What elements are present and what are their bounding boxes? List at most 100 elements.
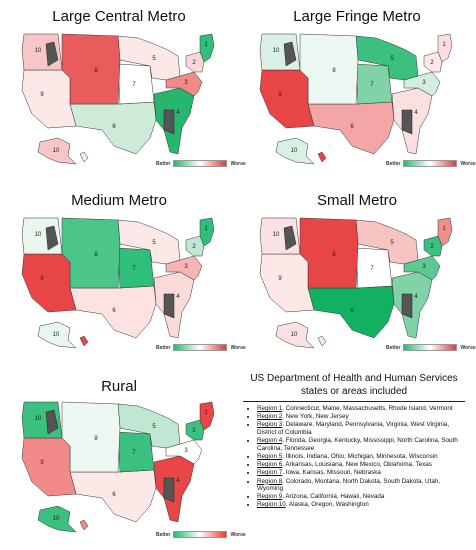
region-5-shape (355, 219, 419, 265)
region-3-label: 3 (184, 448, 188, 454)
map-legend: Better Worse (156, 344, 246, 351)
region-9-hawaii-shape (79, 519, 89, 531)
region-5-label: 5 (152, 56, 156, 62)
region-4-label: 4 (414, 294, 418, 300)
map-title: Large Central Metro (52, 8, 186, 25)
region-9-shape (21, 253, 77, 313)
excluded-state-shape (283, 41, 297, 67)
region-7-shape (117, 431, 155, 473)
legend-better-label: Better (156, 531, 171, 538)
region-10-alaska-label: 10 (291, 148, 298, 154)
excluded-state-shape (401, 109, 413, 135)
region-9-hawaii-shape (317, 335, 327, 347)
region-10-label: 10 (35, 232, 42, 238)
region-9-hawaii-shape (79, 335, 89, 347)
region-10-alaska-shape (37, 505, 77, 533)
region-name: Region 7 (257, 469, 283, 477)
region-6-label: 6 (350, 124, 354, 130)
legend-worse-label: Worse (460, 344, 476, 351)
region-list-item: Region 9. Arizona, California, Hawaii, N… (257, 493, 465, 501)
region-2-shape (185, 235, 205, 257)
legend-color-scale (173, 160, 228, 167)
region-states: . Connecticut, Maine, Massachusetts, Rho… (282, 405, 453, 412)
region-2-shape (423, 51, 443, 73)
region-9-shape (21, 437, 77, 497)
region-7-shape (355, 247, 393, 289)
region-list-item: Region 2. New York, New Jersey (257, 413, 465, 421)
legend-better-label: Better (156, 160, 171, 167)
region-9-shape (21, 69, 77, 129)
region-4-label: 4 (176, 478, 180, 484)
region-7-label: 7 (370, 266, 374, 272)
excluded-state-shape (45, 409, 59, 435)
region-2-shape (423, 235, 443, 257)
region-list: Region 1. Connecticut, Maine, Massachuse… (243, 405, 465, 509)
region-5-shape (117, 35, 181, 81)
legend-better-label: Better (386, 344, 401, 351)
region-list-item: Region 4. Florida, Georgia, Kentucky, Mi… (257, 437, 465, 452)
info-title: US Department of Health and Human Servic… (250, 373, 458, 397)
region-5-label: 5 (390, 56, 394, 62)
excluded-state-shape (45, 41, 59, 67)
region-list-item: Region 10. Alaska, Oregon, Washington (257, 501, 465, 509)
region-list-item: Region 5. Illinois, Indiana, Ohio, Michi… (257, 453, 465, 461)
region-7-shape (117, 63, 155, 105)
region-10-alaska-label: 10 (53, 148, 60, 154)
region-8-shape (299, 217, 359, 289)
legend-color-scale (403, 344, 458, 351)
map-panel-small-metro: Small Metro 1 2 3 4 5 6 7 8 9 10 10 Better Worse (244, 190, 476, 360)
region-8-shape (61, 217, 121, 289)
region-6-label: 6 (350, 308, 354, 314)
us-region-map: 1 2 3 4 5 6 7 8 9 10 10 (21, 33, 215, 165)
region-8-label: 8 (332, 252, 336, 258)
us-region-map: 1 2 3 4 5 6 7 8 9 10 10 (259, 217, 453, 349)
region-states: . Delaware, Maryland, Pennsylvania, Virg… (257, 421, 450, 436)
excluded-state-shape (163, 477, 175, 503)
region-4-label: 4 (176, 110, 180, 116)
legend-worse-label: Worse (230, 531, 246, 538)
region-list-item: Region 6. Arkansas, Louisiana, New Mexic… (257, 461, 465, 469)
us-region-map: 1 2 3 4 5 6 7 8 9 10 10 (21, 217, 215, 349)
legend-better-label: Better (386, 160, 401, 167)
region-states: . Arizona, California, Hawaii, Nevada (282, 493, 385, 501)
region-2-shape (185, 419, 205, 441)
region-states: . New York, New Jersey (282, 413, 349, 421)
us-region-map: 1 2 3 4 5 6 7 8 9 10 10 (259, 33, 453, 165)
region-8-label: 8 (332, 68, 336, 74)
region-1-label: 1 (204, 226, 208, 232)
region-states: . Iowa, Kansas, Missouri, Nebraska (282, 469, 381, 477)
legend-worse-label: Worse (230, 344, 246, 351)
region-6-label: 6 (112, 124, 116, 130)
region-10-alaska-label: 10 (291, 332, 298, 338)
region-states: . Florida, Georgia, Kentucky, Mississipp… (257, 437, 458, 452)
region-9-shape (259, 253, 315, 313)
region-states: . Colorado, Montana, North Dakota, South… (257, 477, 441, 493)
legend-color-scale (173, 344, 228, 351)
map-legend: Better Worse (386, 160, 476, 167)
region-3-label: 3 (422, 80, 426, 86)
region-3-label: 3 (184, 264, 188, 270)
region-10-label: 10 (35, 48, 42, 54)
region-7-label: 7 (132, 82, 136, 88)
region-3-label: 3 (422, 264, 426, 270)
region-6-label: 6 (112, 492, 116, 498)
region-name: Region 4 (257, 437, 283, 445)
region-2-label: 2 (192, 60, 196, 66)
legend-color-scale (403, 160, 458, 167)
map-title: Small Metro (316, 192, 398, 209)
region-4-label: 4 (176, 294, 180, 300)
region-5-label: 5 (152, 424, 156, 430)
region-name: Region 1 (257, 405, 283, 412)
map-title: Medium Metro (71, 192, 167, 209)
excluded-state-shape (45, 225, 59, 251)
map-legend: Better Worse (386, 344, 476, 351)
region-10-label: 10 (273, 232, 280, 238)
region-9-label: 9 (40, 276, 44, 282)
region-2-label: 2 (192, 244, 196, 250)
region-3-label: 3 (184, 80, 188, 86)
region-8-shape (299, 33, 359, 105)
region-8-label: 8 (94, 252, 98, 258)
region-2-label: 2 (430, 244, 434, 250)
legend-worse-label: Worse (230, 160, 246, 167)
map-legend: Better Worse (156, 531, 246, 538)
